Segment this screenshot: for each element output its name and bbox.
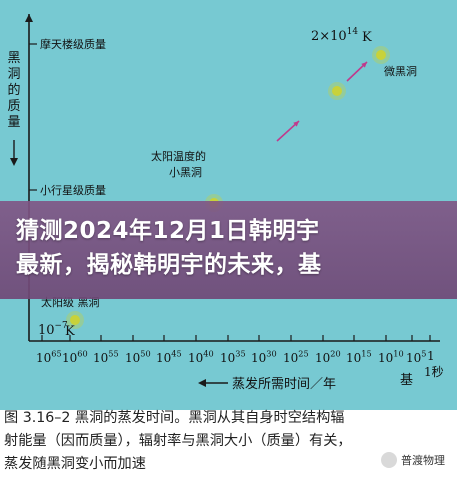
x-axis-label: 蒸发所需时间／年: [232, 376, 336, 392]
x-tick-label: 1035: [220, 349, 246, 365]
x-tick-label: 1050: [125, 349, 151, 365]
x-tick-label: 1020: [315, 349, 341, 365]
caption-line-2: 射能量（因而质量），辐射率与黑洞大小（质量）有关，: [4, 433, 352, 449]
x-tick-label: 1: [427, 349, 435, 363]
headline-line-1: 猜测2024年12月1日韩明宇: [16, 218, 320, 244]
micro-temp-unit: K: [362, 30, 372, 45]
x-tick-label: 1060: [62, 349, 88, 365]
headline-line-2: 最新，揭秘韩明宇的未来，基: [16, 252, 322, 278]
evolution-arrow-1-head: [293, 121, 299, 127]
point-solar-black-hole: [70, 315, 80, 325]
evolution-arrow-2-head: [361, 62, 367, 68]
y-axis-label-char: 的: [7, 82, 20, 98]
x-tick-label: 1025: [283, 349, 309, 365]
x-tick-label: 1015: [346, 349, 372, 365]
headline-banner[interactable]: 猜测2024年12月1日韩明宇 最新，揭秘韩明宇的未来，基: [0, 201, 457, 299]
y-axis-label-char: 黑: [7, 51, 20, 66]
y-axis-label-char: 质: [7, 99, 20, 114]
y-axis-label-arrow-head: [10, 158, 18, 166]
solar-label: 太阳级 黑洞: [41, 296, 100, 309]
x-tick-label: 1045: [156, 349, 182, 365]
x-axis-label-extra: 基: [400, 373, 413, 388]
x-tick-label: 1040: [188, 349, 214, 365]
sun-temp-label-1: 太阳温度的: [151, 149, 206, 163]
x-axis-label-arrow-head: [198, 379, 206, 387]
point-micro-black-hole: [376, 50, 386, 60]
watermark: 普渡物理: [381, 452, 445, 468]
micro-label: 微黑洞: [384, 64, 417, 78]
caption-line-1: 图 3.16–2 黑洞的蒸发时间。黑洞从其自身时空结构辐: [4, 410, 345, 426]
y-axis-arrow: [25, 14, 33, 22]
solar-temp-unit: K: [65, 324, 75, 339]
x-tick-label: 105: [406, 349, 426, 365]
point-intermediate: [332, 86, 342, 96]
wechat-icon: [381, 452, 397, 468]
caption-line-3: 蒸发随黑洞变小而加速: [4, 456, 146, 472]
y-tick-skyscraper-label: 摩天楼级质量: [40, 37, 106, 51]
x-tick-label: 1010: [378, 349, 404, 365]
micro-temp-label: 2×1014: [311, 27, 358, 44]
y-axis-label-char: 量: [7, 115, 20, 130]
watermark-text: 普渡物理: [401, 454, 445, 467]
x-tick-label: 1秒: [424, 365, 444, 379]
sun-temp-label-2: 小黑洞: [169, 166, 202, 179]
solar-temp-label: 10−7: [38, 321, 68, 338]
y-tick-asteroid-label: 小行星级质量: [40, 184, 106, 197]
x-tick-label: 1065: [36, 349, 62, 365]
x-tick-label: 1030: [251, 349, 277, 365]
y-axis-label-char: 洞: [7, 67, 20, 82]
x-tick-label: 1055: [93, 349, 119, 365]
